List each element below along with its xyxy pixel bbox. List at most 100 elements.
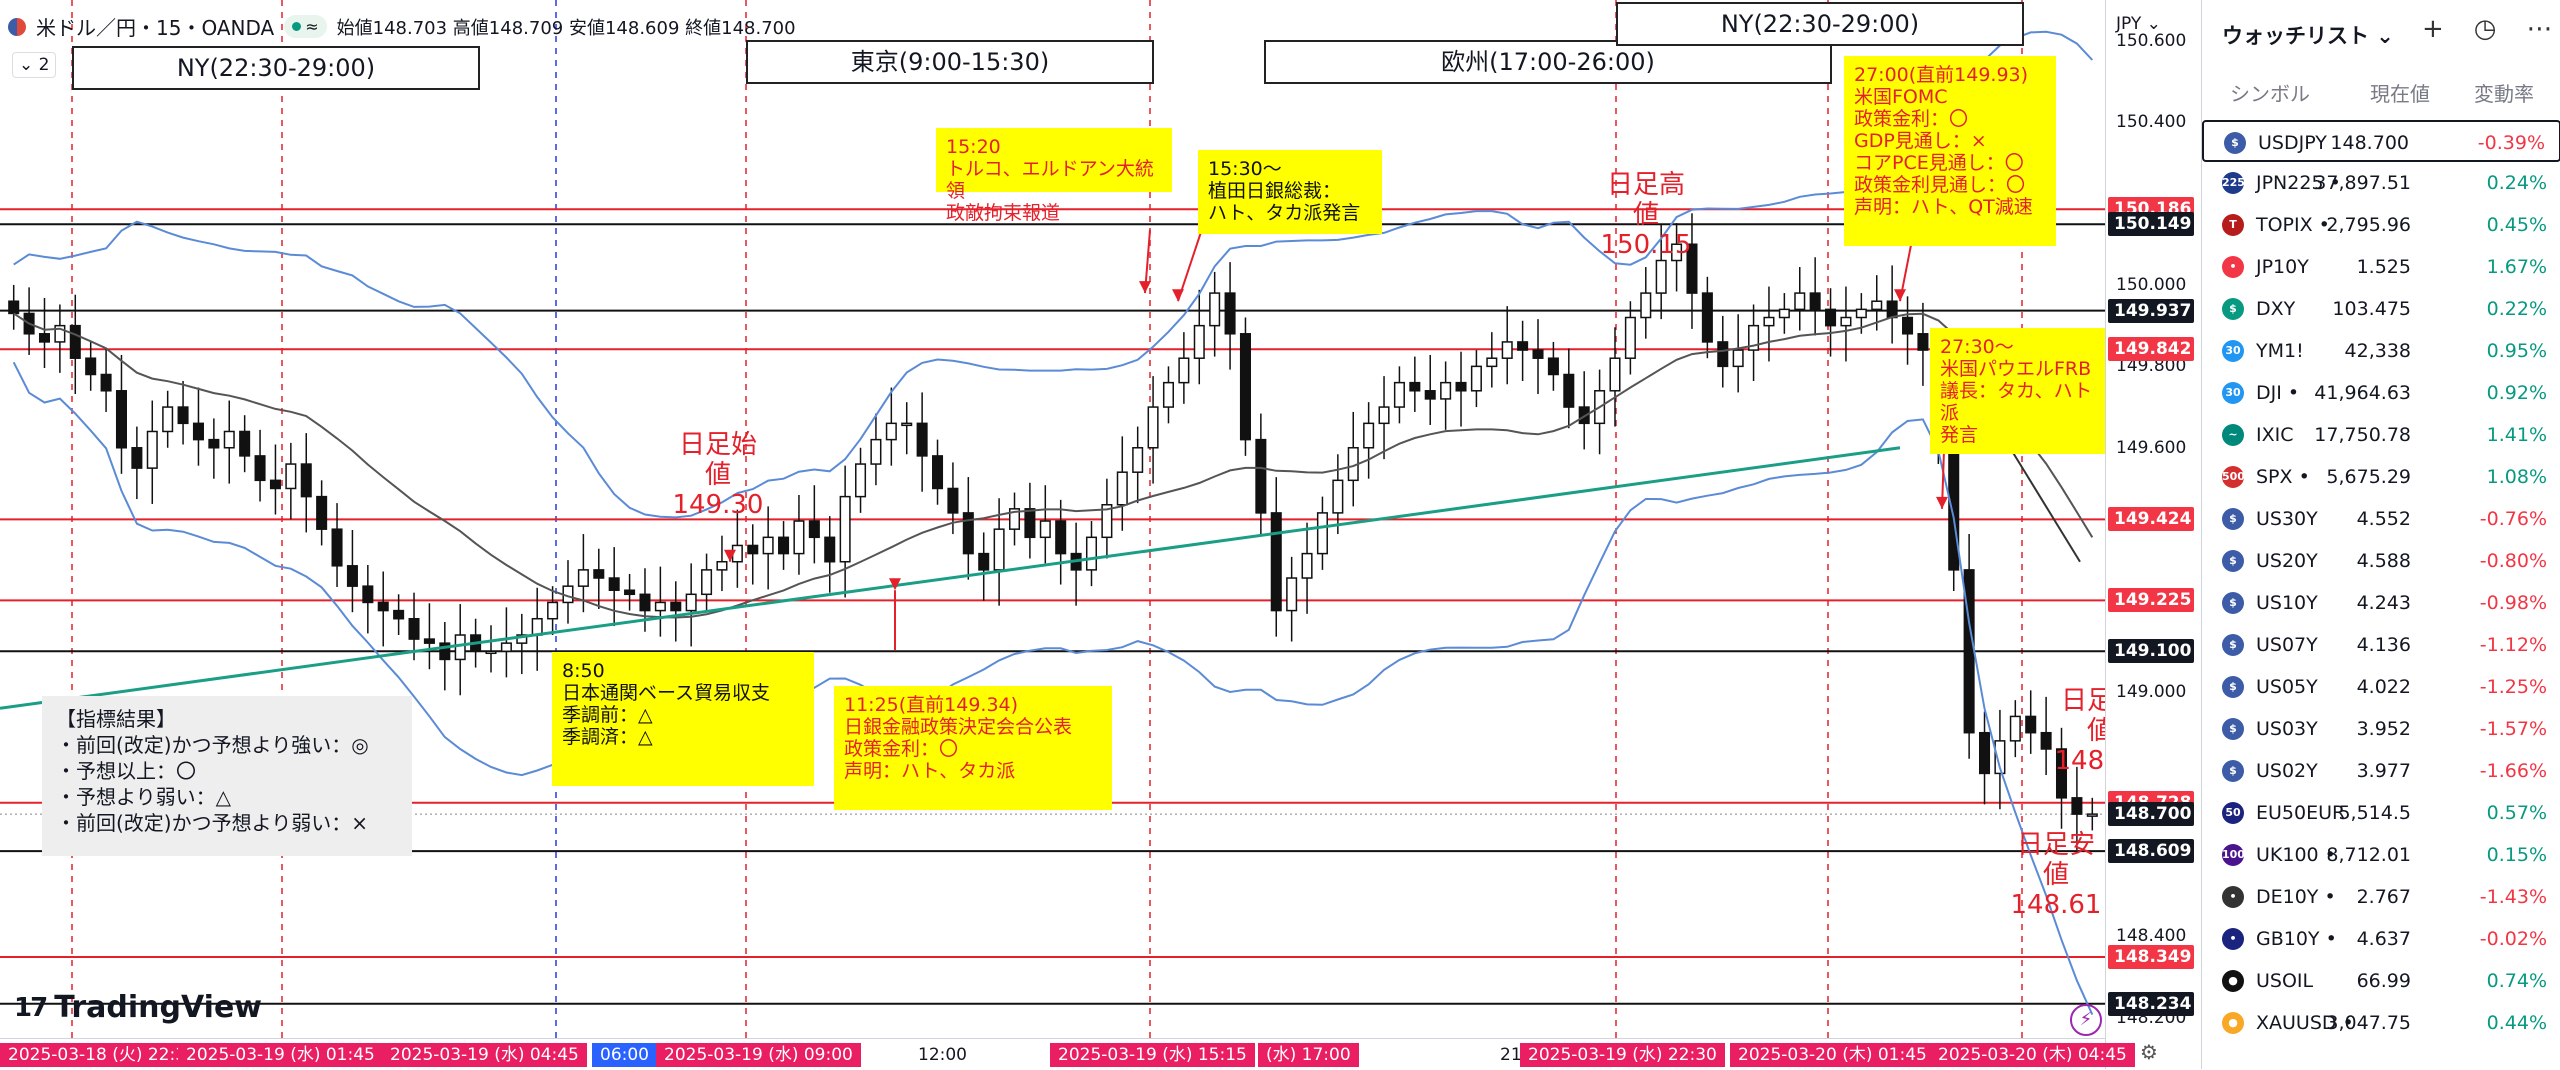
watchlist-row[interactable]: $ DXY 103.475 0.22% bbox=[2202, 288, 2560, 330]
candle-body bbox=[747, 544, 759, 555]
price-level-tag[interactable]: 148.234 bbox=[2108, 991, 2194, 1016]
candle-body bbox=[901, 422, 913, 427]
watchlist-row[interactable]: $ US05Y 4.022 -1.25% bbox=[2202, 666, 2560, 708]
symbol-icon: $ bbox=[2222, 298, 2244, 320]
watchlist-row[interactable]: 500 SPX • 5,675.29 1.08% bbox=[2202, 456, 2560, 498]
market-status-badge[interactable]: ≈ bbox=[284, 15, 327, 38]
price-level-tag[interactable]: 149.225 bbox=[2108, 588, 2194, 613]
lightning-icon[interactable]: ⚡ bbox=[2070, 1004, 2102, 1036]
last-price: 42,338 bbox=[2344, 340, 2411, 362]
add-symbol-icon[interactable]: + bbox=[2422, 14, 2444, 44]
candle-body bbox=[423, 638, 435, 644]
symbol-icon: $ bbox=[2222, 718, 2244, 740]
price-level-tag[interactable]: 149.100 bbox=[2108, 639, 2194, 664]
watchlist-row[interactable]: $ US10Y 4.243 -0.98% bbox=[2202, 582, 2560, 624]
watchlist-row[interactable]: • DE10Y • 2.767 -1.43% bbox=[2202, 876, 2560, 918]
settings-icon[interactable]: ⚙ bbox=[2140, 1040, 2158, 1064]
watchlist-row[interactable]: $ USDJPY 148.700 -0.39% bbox=[2202, 120, 2560, 162]
candle-body bbox=[547, 601, 559, 620]
watchlist-row[interactable]: ● XAUUSD • 3,047.75 0.44% bbox=[2202, 1002, 2560, 1044]
alert-clock-icon[interactable]: ◷ bbox=[2473, 14, 2497, 44]
symbol-name: US20Y bbox=[2256, 550, 2318, 572]
symbol-title[interactable]: 米ドル／円・15・OANDA bbox=[36, 16, 275, 40]
symbol-icon: 30 bbox=[2222, 382, 2244, 404]
candle-body bbox=[8, 300, 20, 315]
candle-body bbox=[855, 463, 867, 498]
candle-body bbox=[254, 455, 266, 482]
watchlist-row[interactable]: T TOPIX • 2,795.96 0.45% bbox=[2202, 204, 2560, 246]
symbol-name: DXY bbox=[2256, 298, 2296, 320]
watchlist-title[interactable]: ウォッチリスト ⌄ bbox=[2222, 24, 2394, 48]
chart-area[interactable]: 米ドル／円・15・OANDA ≈ 始値148.703 高値148.709 安値1… bbox=[0, 0, 2105, 1069]
candle-body bbox=[1624, 316, 1636, 359]
candle-body bbox=[1640, 292, 1652, 319]
candle-body bbox=[1748, 324, 1760, 351]
price-level-tag[interactable]: 150.149 bbox=[2108, 212, 2194, 237]
candle-body bbox=[285, 463, 297, 490]
symbol-header: 米ドル／円・15・OANDA ≈ 始値148.703 高値148.709 安値1… bbox=[8, 12, 796, 41]
last-price: 3.952 bbox=[2356, 718, 2411, 740]
candle-body bbox=[1855, 308, 1867, 319]
watchlist-row[interactable]: $ US30Y 4.552 -0.76% bbox=[2202, 498, 2560, 540]
watchlist-row[interactable]: $ US20Y 4.588 -0.80% bbox=[2202, 540, 2560, 582]
price-level-tag[interactable]: 148.609 bbox=[2108, 839, 2194, 864]
price-level-tag[interactable]: 149.842 bbox=[2108, 337, 2194, 362]
symbol-icon: $ bbox=[2222, 550, 2244, 572]
col-change[interactable]: 変動率 bbox=[2474, 82, 2534, 106]
symbol-name: YM1! bbox=[2256, 340, 2304, 362]
watchlist-row[interactable]: 30 YM1! 42,338 0.95% bbox=[2202, 330, 2560, 372]
last-price: 17,750.78 bbox=[2314, 424, 2411, 446]
col-symbol[interactable]: シンボル bbox=[2230, 82, 2310, 106]
col-last[interactable]: 現在値 bbox=[2370, 82, 2430, 106]
currency-unit[interactable]: JPY ⌄ bbox=[2116, 14, 2161, 34]
price-level-tag[interactable]: 148.700 bbox=[2108, 802, 2194, 827]
symbol-name: UK100 • bbox=[2256, 844, 2336, 866]
indicator-collapse-button[interactable]: ⌄ 2 bbox=[12, 52, 57, 78]
symbol-icon: $ bbox=[2224, 132, 2246, 154]
more-icon[interactable]: ⋯ bbox=[2526, 14, 2553, 44]
tradingview-logo[interactable]: 17 TradingView bbox=[14, 990, 263, 1025]
candle-body bbox=[885, 422, 897, 441]
price-chart[interactable] bbox=[0, 0, 2105, 1038]
watchlist-row[interactable]: • GB10Y • 4.637 -0.02% bbox=[2202, 918, 2560, 960]
watchlist-row[interactable]: $ US02Y 3.977 -1.66% bbox=[2202, 750, 2560, 792]
candle-body bbox=[1378, 406, 1390, 425]
candle-body bbox=[1055, 520, 1067, 555]
price-axis[interactable]: JPY ⌄ 150.600 150.400 150.000 149.800 149.60… bbox=[2105, 0, 2202, 1069]
watchlist-row[interactable]: 30 DJI • 41,964.63 0.92% bbox=[2202, 372, 2560, 414]
candle-body bbox=[2009, 715, 2021, 742]
change-percent: -0.76% bbox=[2479, 508, 2547, 530]
candle-body bbox=[1532, 349, 1544, 359]
price-level-tag[interactable]: 148.349 bbox=[2108, 944, 2194, 969]
symbol-name: EU50EUR bbox=[2256, 802, 2346, 824]
event-arrowhead-3 bbox=[1936, 496, 1948, 509]
candle-body bbox=[531, 617, 543, 636]
watchlist-row[interactable]: 100 UK100 • 8,712.01 0.15% bbox=[2202, 834, 2560, 876]
candle-body bbox=[100, 373, 112, 392]
time-axis[interactable]: 2025-03-18 (火) 22:30 2025-03-19 (水) 01:45… bbox=[0, 1038, 2135, 1070]
watchlist-row[interactable]: $ US03Y 3.952 -1.57% bbox=[2202, 708, 2560, 750]
price-level-tag[interactable]: 149.424 bbox=[2108, 507, 2194, 532]
price-level-tag[interactable]: 149.937 bbox=[2108, 298, 2194, 323]
candle-body bbox=[1902, 316, 1914, 335]
symbol-icon: ● bbox=[2222, 970, 2244, 992]
watchlist-row[interactable]: 50 EU50EUR 5,514.5 0.57% bbox=[2202, 792, 2560, 834]
candle-body bbox=[1717, 341, 1729, 368]
time-label: 12:00 bbox=[918, 1045, 967, 1065]
watchlist-row[interactable]: $ US07Y 4.136 -1.12% bbox=[2202, 624, 2560, 666]
time-label: 2025-03-19 (水) 04:45 bbox=[382, 1043, 587, 1067]
watchlist-row[interactable]: 225 JPN225 • 37,897.51 0.24% bbox=[2202, 162, 2560, 204]
price-tick: 150.600 bbox=[2116, 30, 2187, 51]
last-price: 5,514.5 bbox=[2338, 802, 2411, 824]
symbol-name: DE10Y • bbox=[2256, 886, 2336, 908]
candle-body bbox=[1840, 316, 1852, 327]
candle-body bbox=[1255, 438, 1267, 514]
symbol-name: USOIL bbox=[2256, 970, 2314, 992]
watchlist-row[interactable]: • JP10Y 1.525 1.67% bbox=[2202, 246, 2560, 288]
candle-body bbox=[1101, 504, 1113, 539]
watchlist-row[interactable]: ~ IXIC 17,750.78 1.41% bbox=[2202, 414, 2560, 456]
watchlist-row[interactable]: ● USOIL 66.99 0.74% bbox=[2202, 960, 2560, 1002]
note-trade-balance: 8:50 日本通関ベース貿易収支 季調前：△ 季調済：△ bbox=[552, 652, 814, 786]
candle-body bbox=[1994, 740, 2006, 775]
event-arrowhead-0 bbox=[1139, 281, 1151, 294]
